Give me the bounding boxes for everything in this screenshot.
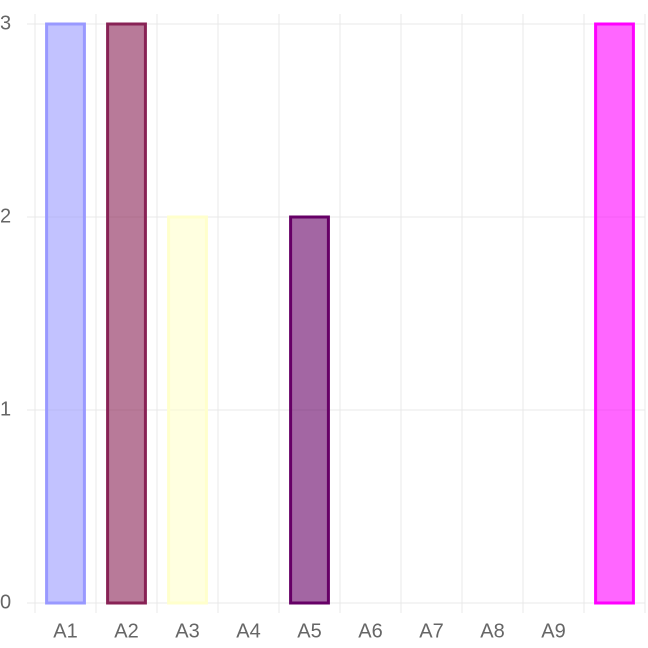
- y-tick-label: 1: [0, 398, 11, 420]
- y-tick-label: 3: [0, 12, 11, 34]
- y-tick-label: 0: [0, 591, 11, 613]
- x-tick-label: A7: [419, 620, 443, 642]
- x-tick-label: A8: [480, 620, 504, 642]
- x-tick-label: A3: [175, 620, 199, 642]
- x-tick-label: A4: [236, 620, 260, 642]
- x-tick-label: A9: [541, 620, 565, 642]
- x-tick-label: A6: [358, 620, 382, 642]
- bar: [594, 22, 635, 605]
- y-tick-label: 2: [0, 205, 11, 227]
- x-tick-label: A2: [114, 620, 138, 642]
- bar: [167, 215, 208, 605]
- bar: [106, 22, 147, 605]
- bar: [289, 215, 330, 605]
- x-tick-label: A5: [297, 620, 321, 642]
- bar: [45, 22, 86, 605]
- x-tick-label: A1: [53, 620, 77, 642]
